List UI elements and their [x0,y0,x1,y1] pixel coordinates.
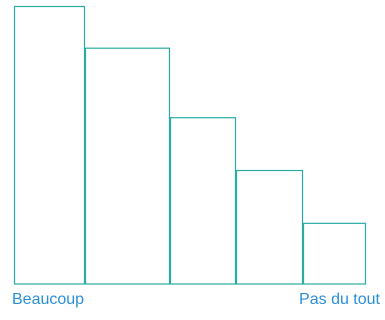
bars-group [13,5,367,285]
bar-5 [302,222,367,285]
axis-end-label-right: Pas du tout [299,291,381,308]
axis-end-label-left: Beaucoup [12,291,84,308]
bar-1 [13,5,86,285]
bar-2 [84,47,171,285]
bar-3 [169,117,237,285]
bar-4 [235,169,304,285]
